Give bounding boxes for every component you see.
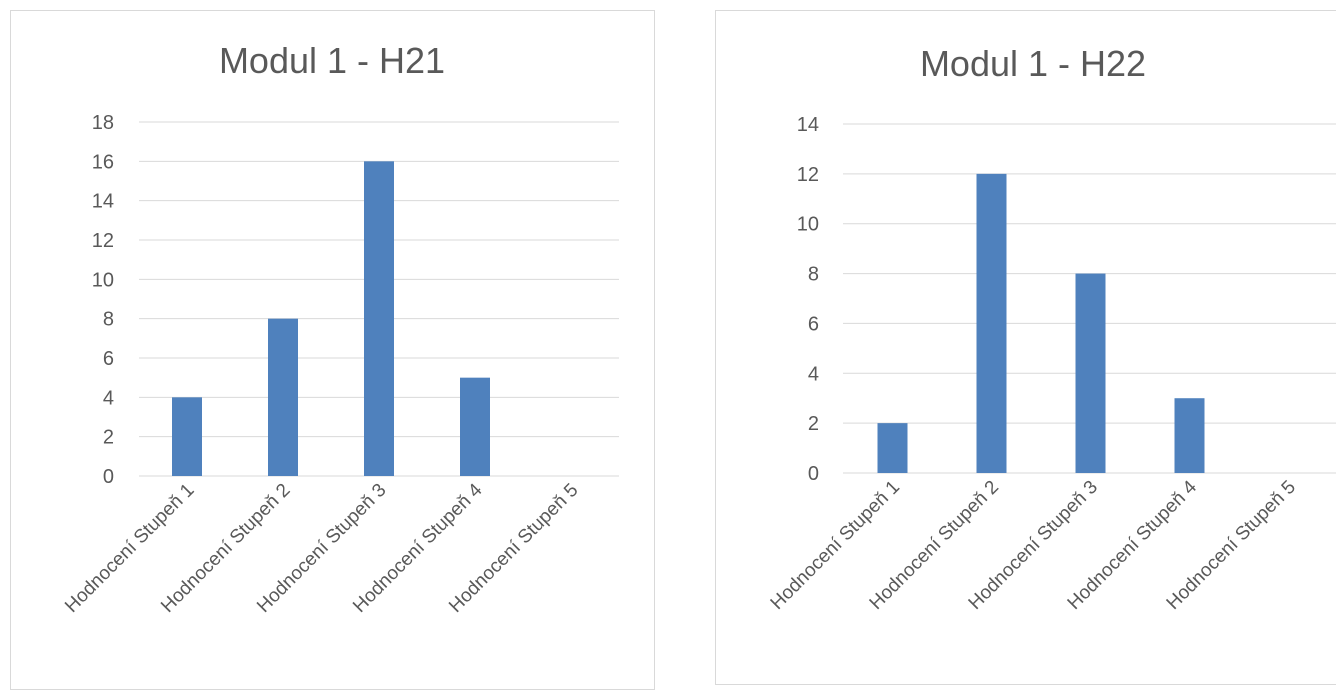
bars <box>172 161 490 477</box>
y-tick-label: 8 <box>103 309 114 331</box>
y-tick-label: 6 <box>808 313 819 335</box>
bar <box>364 161 394 477</box>
chart-title: Modul 1 - H22 <box>920 43 1146 84</box>
y-tick-label: 0 <box>103 466 114 488</box>
chart-title: Modul 1 - H21 <box>219 40 445 81</box>
bar <box>268 318 298 476</box>
y-axis-ticks: 0 2 4 6 8 10 12 14 <box>797 114 819 485</box>
bar <box>172 397 202 476</box>
bar <box>877 423 908 473</box>
y-tick-label: 0 <box>808 463 819 485</box>
y-tick-label: 16 <box>92 151 114 173</box>
y-tick-label: 14 <box>92 191 114 213</box>
bar <box>1075 273 1106 473</box>
y-axis-ticks: 0 2 4 6 8 10 12 14 16 18 <box>92 112 114 488</box>
y-tick-label: 4 <box>808 363 819 385</box>
y-tick-label: 2 <box>103 427 114 449</box>
y-tick-label: 2 <box>808 413 819 435</box>
y-tick-label: 10 <box>92 269 114 291</box>
bars <box>877 173 1205 473</box>
y-tick-label: 4 <box>103 387 114 409</box>
y-tick-label: 14 <box>797 114 819 136</box>
chart-panel-h22: Modul 1 - H22 0 2 4 6 8 10 12 14 Hodnocení Stupe… <box>715 10 1336 685</box>
y-tick-label: 10 <box>797 214 819 236</box>
y-tick-label: 18 <box>92 112 114 134</box>
bar-chart-h22: Modul 1 - H22 0 2 4 6 8 10 12 14 Hodnocení Stupe… <box>767 43 1336 614</box>
bar <box>1174 398 1205 473</box>
bar <box>976 173 1007 473</box>
bar-chart-h21: Modul 1 - H21 0 2 4 6 8 10 12 14 16 18 Hodnocení S… <box>61 40 619 617</box>
y-tick-label: 12 <box>92 230 114 252</box>
y-tick-label: 8 <box>808 264 819 286</box>
chart-panel-h21: Modul 1 - H21 0 2 4 6 8 10 12 14 16 18 Hodnocení S… <box>10 10 655 690</box>
bar <box>460 377 490 476</box>
y-tick-label: 12 <box>797 164 819 186</box>
y-tick-label: 6 <box>103 348 114 370</box>
